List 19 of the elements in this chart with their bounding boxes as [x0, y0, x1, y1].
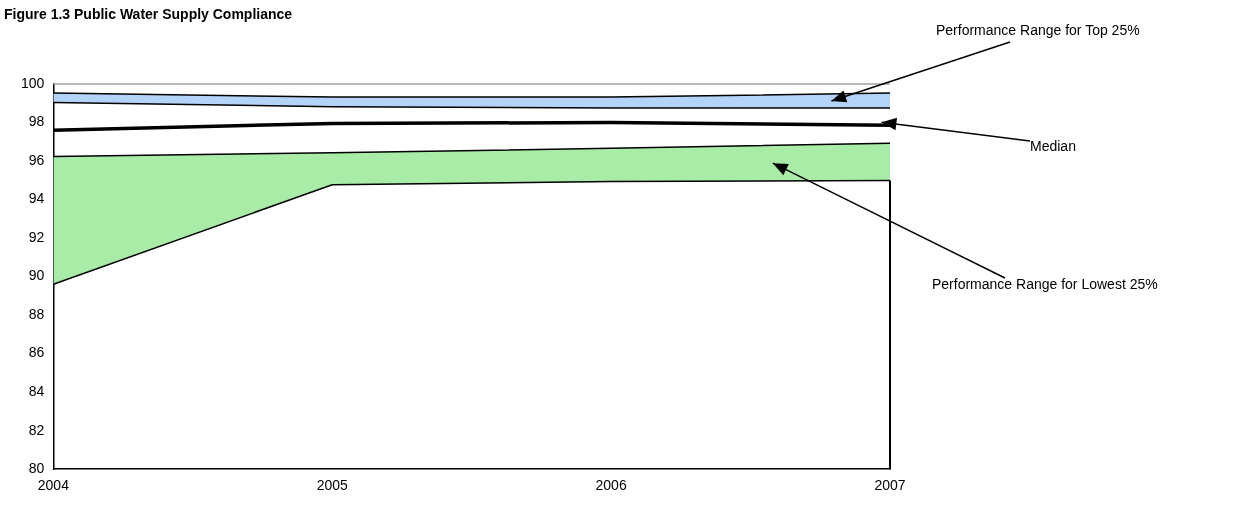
y-tick-label: 80	[28, 460, 45, 477]
y-tick-label: 90	[28, 267, 45, 284]
y-tick-label: 98	[28, 113, 45, 130]
y-tick-label: 82	[28, 421, 45, 438]
x-tick-label: 2006	[595, 477, 627, 494]
text: Performance Range for Lowest 25%	[932, 275, 1158, 292]
y-tick-label: 88	[28, 305, 45, 322]
chart-title: Figure 1.3 Public Water Supply Compliance	[4, 6, 293, 22]
y-tick-label: 96	[28, 151, 45, 168]
x-tick-label: 2007	[874, 477, 906, 494]
y-tick-label: 100	[21, 74, 45, 91]
x-tick-label: 2004	[37, 477, 70, 494]
y-tick-label: 94	[28, 190, 45, 207]
text: Median	[1030, 137, 1076, 154]
y-tick-label: 92	[28, 228, 45, 245]
y-tick-label: 84	[28, 383, 45, 400]
text: Performance Range for Top 25%	[936, 21, 1140, 38]
y-tick-label: 86	[28, 344, 45, 361]
x-tick-label: 2005	[316, 477, 349, 494]
